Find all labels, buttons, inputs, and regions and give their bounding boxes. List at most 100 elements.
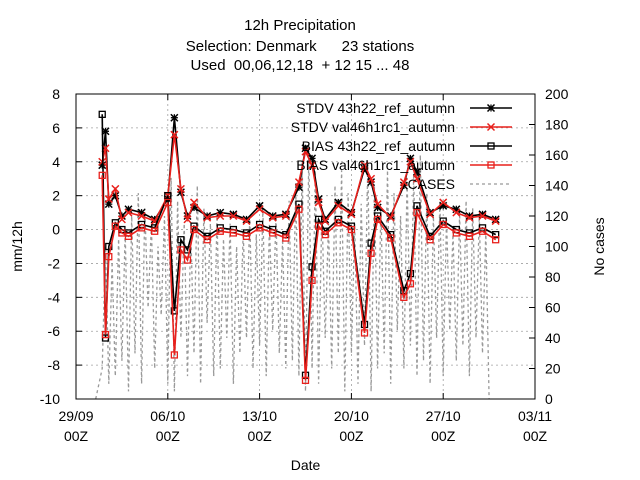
y2-tick-label: 20 xyxy=(545,361,561,377)
y2-tick-label: 120 xyxy=(545,208,569,224)
data-point xyxy=(413,208,421,217)
data-point xyxy=(176,184,185,193)
data-point xyxy=(242,232,251,240)
data-point xyxy=(137,224,146,232)
data-point xyxy=(347,210,356,219)
marker-stroke xyxy=(486,122,496,132)
x-tick-label-hour: 00Z xyxy=(64,428,89,444)
marker-stroke xyxy=(367,174,376,183)
marker-stroke xyxy=(439,198,448,207)
data-point xyxy=(373,215,382,224)
y-tick-label: -8 xyxy=(48,357,61,373)
x-axis-label: Date xyxy=(291,457,321,473)
legend: STDV 43h22_ref_autumn STDV val46h1rc1_aut… xyxy=(291,100,512,192)
marker-stroke xyxy=(170,130,179,139)
data-point xyxy=(295,205,303,213)
data-point xyxy=(151,227,159,235)
marker-stroke xyxy=(137,211,146,221)
x-tick-label-hour: 00Z xyxy=(431,428,456,444)
y2-tick-label: 160 xyxy=(545,147,569,163)
data-point xyxy=(308,161,317,170)
marker-stroke xyxy=(104,195,113,204)
legend-marker xyxy=(487,161,495,169)
data-point xyxy=(399,178,408,187)
marker-stroke xyxy=(301,147,310,156)
x-tick-label-hour: 00Z xyxy=(339,428,364,444)
data-point xyxy=(406,157,415,166)
data-point xyxy=(347,225,356,234)
data-point xyxy=(452,229,460,237)
chart-title-line-3: Used 00,06,12,18 + 12 15 ... 48 xyxy=(190,57,410,74)
y2-tick-label: 200 xyxy=(545,86,569,102)
y-tick-label: 2 xyxy=(52,188,60,204)
data-point xyxy=(183,215,192,224)
legend-label: STDV 43h22_ref_autumn xyxy=(296,100,455,116)
data-point xyxy=(177,236,185,244)
data-point xyxy=(491,217,500,226)
x-tick-label-date: 27/10 xyxy=(426,408,461,424)
data-point xyxy=(360,329,369,337)
marker-stroke xyxy=(347,210,356,219)
legend-marker xyxy=(486,122,496,132)
data-point xyxy=(170,130,179,139)
data-point xyxy=(314,198,323,207)
marker-stroke xyxy=(386,213,395,222)
data-point xyxy=(321,230,329,239)
chart-title-line-1: 12h Precipitation xyxy=(244,17,356,34)
data-point xyxy=(98,110,106,118)
data-point xyxy=(373,200,382,209)
data-point xyxy=(492,236,500,244)
marker-stroke xyxy=(242,217,251,226)
legend-marker xyxy=(486,103,496,113)
data-point xyxy=(386,213,395,222)
x-tick-label-date: 03/11 xyxy=(518,408,552,424)
marker-stroke xyxy=(334,201,343,210)
data-point xyxy=(439,198,448,207)
marker-stroke xyxy=(314,198,323,207)
data-point xyxy=(190,225,198,234)
marker-stroke xyxy=(321,217,330,226)
data-point xyxy=(164,192,172,200)
data-point xyxy=(101,330,110,339)
data-point xyxy=(229,211,238,221)
marker-stroke xyxy=(294,178,303,187)
marker-stroke xyxy=(189,198,199,207)
data-point xyxy=(177,246,185,254)
y2-tick-label: 180 xyxy=(545,117,569,133)
data-point xyxy=(117,215,126,224)
data-point xyxy=(216,227,224,235)
marker-stroke xyxy=(412,174,422,183)
data-point xyxy=(334,219,342,227)
marker-stroke xyxy=(491,217,500,226)
marker-stroke xyxy=(229,211,238,221)
legend-label: BIAS 43h22_ref_autumn xyxy=(302,138,455,154)
data-point xyxy=(229,229,238,237)
series-3 xyxy=(98,171,500,385)
marker-stroke xyxy=(478,211,487,221)
data-point xyxy=(104,195,113,204)
data-point xyxy=(294,178,303,187)
y-tick-label: 6 xyxy=(52,120,60,136)
marker-stroke xyxy=(183,215,192,224)
legend-marker xyxy=(487,142,495,150)
y2-tick-label: 80 xyxy=(545,269,561,285)
data-point xyxy=(492,230,500,239)
data-point xyxy=(308,276,316,285)
marker-stroke xyxy=(268,213,277,222)
data-point xyxy=(301,147,310,156)
data-point xyxy=(413,202,421,210)
series-line xyxy=(101,175,497,381)
y-axis-label: mm/12h xyxy=(9,221,25,272)
plot-frame xyxy=(75,93,536,400)
data-point xyxy=(426,236,434,244)
data-point xyxy=(282,234,290,242)
legend-label: STDV val46h1rc1_autumn xyxy=(291,119,455,135)
data-point xyxy=(426,210,435,219)
marker-stroke xyxy=(373,200,382,209)
data-point xyxy=(367,239,375,247)
data-point xyxy=(478,211,487,221)
data-point xyxy=(360,161,369,170)
data-point xyxy=(216,211,225,221)
y-tick-label: -10 xyxy=(40,391,60,407)
marker-stroke xyxy=(176,184,185,193)
